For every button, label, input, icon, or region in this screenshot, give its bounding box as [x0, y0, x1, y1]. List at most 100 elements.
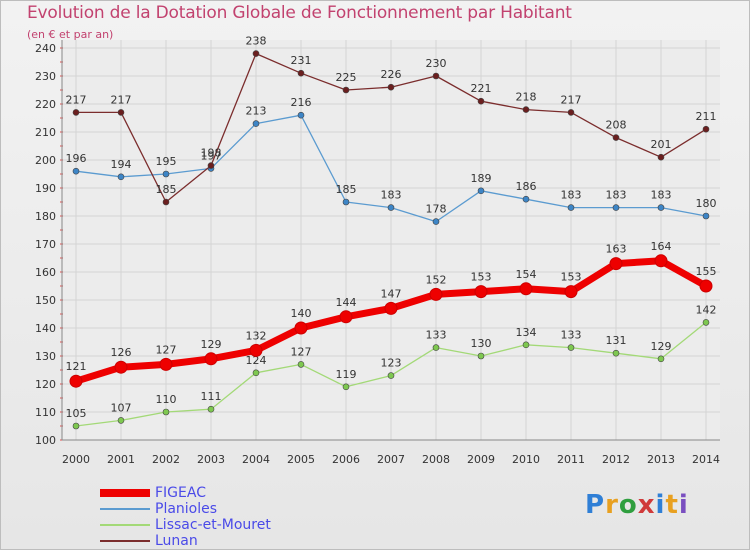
data-label-planioles: 178 — [426, 203, 447, 216]
legend-label-lissac-et-mouret: Lissac-et-Mouret — [155, 517, 271, 533]
data-label-figeac: 152 — [426, 273, 447, 286]
data-label-figeac: 132 — [246, 329, 267, 342]
data-label-planioles: 195 — [156, 155, 177, 168]
data-point-figeac — [339, 310, 353, 324]
data-point-figeac — [699, 279, 713, 293]
data-label-lissac-et-mouret: 131 — [606, 334, 627, 347]
y-tick-label: 170 — [35, 238, 56, 251]
data-label-figeac: 144 — [336, 296, 357, 309]
data-label-lissac-et-mouret: 130 — [471, 337, 492, 350]
data-point-figeac — [654, 254, 668, 268]
chart-subtitle: (en € et par an) — [27, 28, 114, 41]
data-label-figeac: 164 — [651, 240, 672, 253]
legend-label-figeac: FIGEAC — [155, 485, 206, 501]
data-label-lissac-et-mouret: 107 — [111, 401, 132, 414]
data-label-lunan: 217 — [66, 93, 87, 106]
x-tick-label: 2004 — [242, 453, 270, 466]
x-tick-label: 2000 — [62, 453, 90, 466]
x-tick-label: 2007 — [377, 453, 405, 466]
data-label-lissac-et-mouret: 119 — [336, 368, 357, 381]
x-tick-label: 2011 — [557, 453, 585, 466]
data-label-figeac: 153 — [471, 271, 492, 284]
data-point-lunan — [432, 72, 440, 80]
legend-swatch-figeac — [100, 489, 150, 497]
data-point-planioles — [567, 204, 575, 211]
data-label-lunan: 217 — [111, 93, 132, 106]
y-tick-label: 220 — [35, 98, 56, 111]
data-point-lissac-et-mouret — [657, 355, 665, 363]
data-point-lunan — [477, 97, 485, 105]
data-label-figeac: 147 — [381, 287, 402, 300]
data-point-planioles — [342, 198, 350, 206]
data-label-lissac-et-mouret: 133 — [426, 329, 447, 342]
logo-letter: P — [585, 490, 606, 520]
data-label-lunan: 225 — [336, 71, 357, 84]
logo-letter: i — [655, 490, 666, 520]
data-label-planioles: 183 — [381, 189, 402, 202]
data-label-planioles: 186 — [516, 180, 537, 193]
data-point-lissac-et-mouret — [477, 352, 485, 360]
data-point-lunan — [387, 83, 395, 91]
data-point-figeac — [384, 301, 398, 315]
data-label-planioles: 180 — [696, 197, 717, 210]
data-point-lissac-et-mouret — [567, 344, 575, 351]
data-point-lunan — [612, 134, 620, 141]
data-point-planioles — [522, 195, 530, 203]
data-point-planioles — [432, 218, 440, 225]
data-point-figeac — [69, 374, 83, 388]
data-label-figeac: 126 — [111, 346, 132, 359]
x-tick-label: 2002 — [152, 453, 180, 466]
data-point-lunan — [522, 106, 530, 113]
data-label-planioles: 189 — [471, 172, 492, 185]
data-point-planioles — [702, 212, 710, 220]
data-label-lissac-et-mouret: 134 — [516, 326, 537, 339]
x-tick-label: 2005 — [287, 453, 315, 466]
data-point-lissac-et-mouret — [342, 383, 350, 391]
logo-letter: o — [618, 490, 638, 520]
data-label-lunan: 238 — [246, 35, 267, 48]
y-tick-label: 210 — [35, 126, 56, 139]
data-label-planioles: 194 — [111, 158, 132, 171]
x-tick-label: 2001 — [107, 453, 135, 466]
data-label-lissac-et-mouret: 123 — [381, 357, 402, 370]
data-label-lunan: 226 — [381, 68, 402, 81]
data-label-lunan: 231 — [291, 54, 312, 67]
legend-label-planioles: Planioles — [155, 501, 218, 517]
data-point-lissac-et-mouret — [387, 372, 395, 379]
data-label-figeac: 154 — [516, 268, 537, 281]
data-point-lunan — [207, 162, 215, 169]
data-point-planioles — [612, 204, 620, 211]
data-point-figeac — [564, 285, 578, 299]
x-tick-label: 2010 — [512, 453, 540, 466]
data-label-figeac: 163 — [606, 243, 627, 256]
data-point-lunan — [297, 69, 305, 77]
data-label-figeac: 140 — [291, 307, 312, 320]
data-point-planioles — [387, 204, 395, 211]
y-tick-label: 140 — [35, 322, 56, 335]
data-point-lissac-et-mouret — [702, 319, 710, 326]
data-label-figeac: 121 — [66, 360, 87, 373]
y-tick-label: 190 — [35, 182, 56, 195]
data-label-lunan: 208 — [606, 119, 627, 132]
data-point-lunan — [657, 153, 665, 161]
data-label-figeac: 129 — [201, 338, 222, 351]
data-point-planioles — [162, 170, 170, 178]
y-tick-label: 160 — [35, 266, 56, 279]
logo-letter: r — [605, 490, 619, 520]
data-point-figeac — [159, 357, 173, 371]
logo-letter: x — [637, 490, 656, 520]
data-point-planioles — [657, 204, 665, 211]
data-point-lunan — [162, 198, 170, 206]
y-tick-label: 200 — [35, 154, 56, 167]
data-point-lissac-et-mouret — [252, 369, 260, 377]
data-point-lissac-et-mouret — [162, 408, 170, 416]
line-chart: 100 110 120 130 140 150 160 170 180 190 200 210 220 2… — [35, 35, 720, 466]
data-point-planioles — [117, 173, 125, 181]
data-point-figeac — [114, 360, 128, 374]
legend-swatch-planioles — [100, 508, 150, 510]
data-point-lissac-et-mouret — [117, 417, 125, 424]
x-tick-label: 2013 — [647, 453, 675, 466]
data-label-planioles: 213 — [246, 105, 267, 118]
data-point-figeac — [429, 287, 443, 301]
data-point-figeac — [609, 257, 623, 271]
